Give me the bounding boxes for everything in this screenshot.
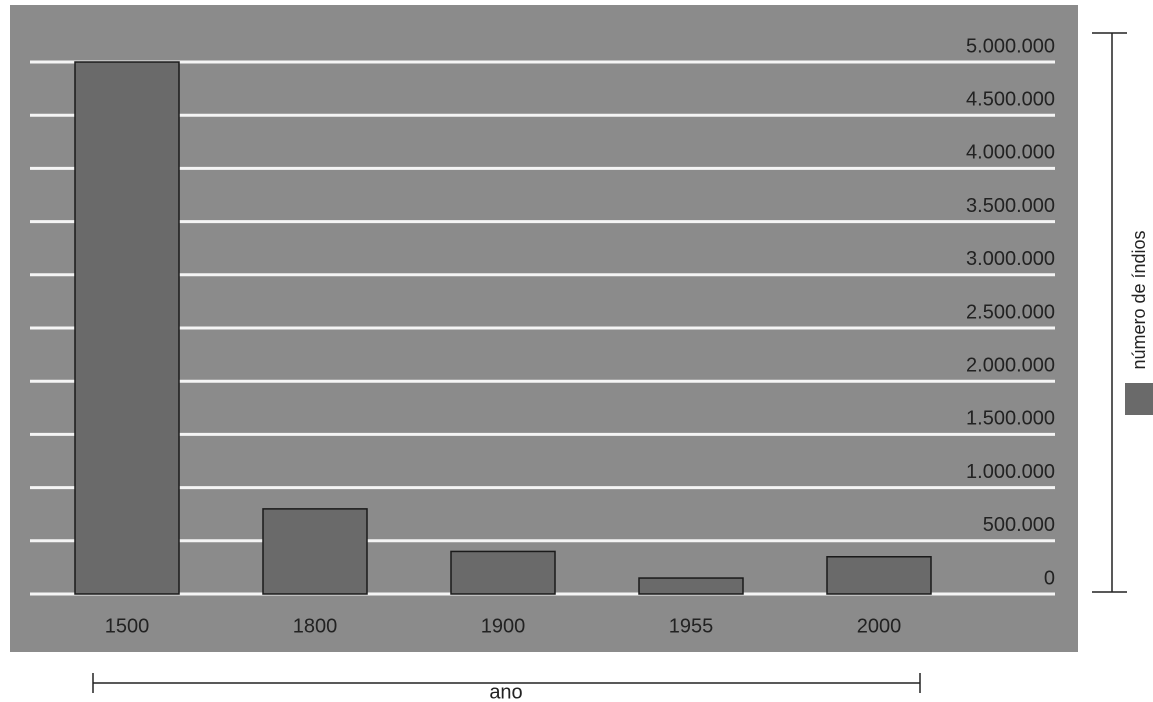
- y-tick-label: 4.000.000: [966, 142, 1055, 164]
- bar: [262, 508, 368, 595]
- y-tick-label: 3.000.000: [966, 248, 1055, 270]
- y-tick-label: 3.500.000: [966, 195, 1055, 217]
- y-tick-label: 1.000.000: [966, 461, 1055, 483]
- y-tick-label: 4.500.000: [966, 88, 1055, 110]
- x-tick-label: 1500: [105, 615, 150, 637]
- legend-swatch: [1125, 383, 1153, 415]
- x-tick-label: 1955: [669, 615, 714, 637]
- x-tick-label: 1900: [481, 615, 526, 637]
- bar: [74, 61, 180, 595]
- y-tick-label: 2.500.000: [966, 301, 1055, 323]
- x-tick-label: 1800: [293, 615, 338, 637]
- x-axis-label: ano: [489, 681, 522, 702]
- x-tick-label: 2000: [857, 615, 902, 637]
- bar: [450, 550, 556, 595]
- bar: [826, 556, 932, 595]
- y-tick-label: 1.500.000: [966, 408, 1055, 430]
- y-tick-label: 5.000.000: [966, 35, 1055, 57]
- y-tick-label: 0: [1044, 567, 1055, 589]
- y-tick-label: 2.000.000: [966, 354, 1055, 376]
- legend-label: número de índios: [1129, 230, 1149, 369]
- y-tick-label: 500.000: [983, 514, 1055, 536]
- bar: [638, 577, 744, 595]
